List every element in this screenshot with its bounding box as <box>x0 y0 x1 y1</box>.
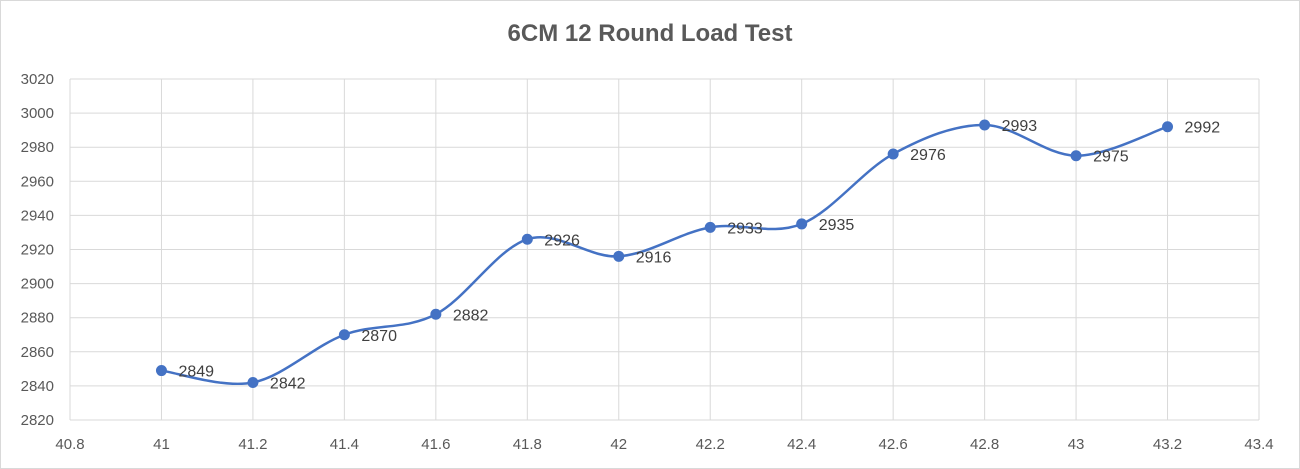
x-tick-label: 41.2 <box>238 436 267 453</box>
y-tick-label: 2820 <box>21 412 54 429</box>
data-label: 2975 <box>1093 149 1129 166</box>
data-label: 2849 <box>178 364 214 381</box>
data-label: 2935 <box>819 217 855 234</box>
y-tick-label: 2920 <box>21 242 54 259</box>
data-point <box>887 148 899 160</box>
data-point <box>979 119 991 131</box>
data-point <box>338 329 350 341</box>
y-tick-label: 3020 <box>21 71 54 88</box>
data-point <box>521 233 533 245</box>
data-point <box>1070 150 1082 162</box>
y-tick-label: 2980 <box>21 139 54 156</box>
x-tick-label: 43 <box>1068 436 1085 453</box>
chart-title: 6CM 12 Round Load Test <box>507 20 793 47</box>
x-tick-label: 43.4 <box>1244 436 1273 453</box>
data-point <box>155 365 167 377</box>
x-tick-label: 41.8 <box>513 436 542 453</box>
x-tick-label: 42.6 <box>879 436 908 453</box>
data-point <box>796 218 808 230</box>
data-label: 2992 <box>1185 120 1221 137</box>
data-point <box>430 308 442 320</box>
data-label: 2933 <box>727 220 763 237</box>
y-tick-label: 2840 <box>21 378 54 395</box>
data-point <box>247 376 259 388</box>
series-line <box>161 123 1168 385</box>
data-point <box>613 250 625 262</box>
y-tick-label: 2900 <box>21 276 54 293</box>
x-tick-label: 42 <box>610 436 627 453</box>
x-tick-label: 41.4 <box>330 436 359 453</box>
data-label: 2916 <box>636 249 672 266</box>
x-tick-label: 41.6 <box>421 436 450 453</box>
data-label: 2976 <box>910 147 946 164</box>
x-tick-label: 42.2 <box>696 436 725 453</box>
data-label: 2882 <box>453 307 489 324</box>
data-label: 2842 <box>270 375 306 392</box>
data-point <box>704 221 716 233</box>
x-tick-label: 40.8 <box>55 436 84 453</box>
x-tick-label: 41 <box>153 436 170 453</box>
x-tick-label: 42.4 <box>787 436 816 453</box>
y-tick-label: 3000 <box>21 105 54 122</box>
y-tick-label: 2940 <box>21 207 54 224</box>
y-tick-label: 2860 <box>21 344 54 361</box>
x-tick-label: 42.8 <box>970 436 999 453</box>
y-tick-label: 2880 <box>21 310 54 327</box>
y-tick-label: 2960 <box>21 173 54 190</box>
data-point <box>1162 121 1174 133</box>
data-label: 2993 <box>1002 118 1038 135</box>
data-label: 2870 <box>361 328 397 345</box>
x-tick-label: 43.2 <box>1153 436 1182 453</box>
data-label: 2926 <box>544 232 580 249</box>
